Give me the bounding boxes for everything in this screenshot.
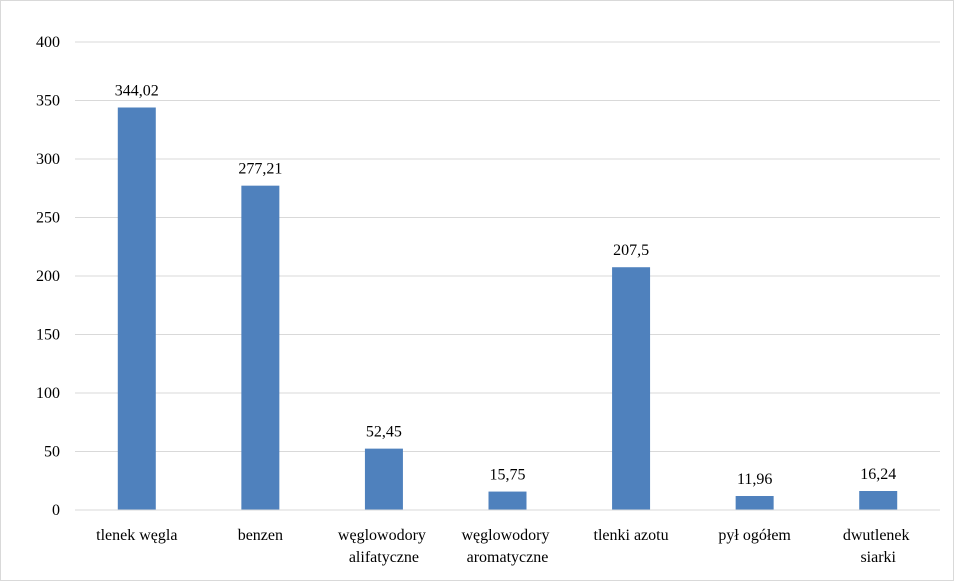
y-tick-label: 250: [36, 210, 60, 227]
data-label: 11,96: [737, 471, 772, 488]
y-tick-label: 100: [36, 385, 60, 402]
data-label: 277,21: [238, 161, 282, 178]
data-label: 16,24: [860, 466, 896, 483]
bar: [735, 496, 774, 510]
bar: [612, 267, 651, 510]
data-label: 52,45: [366, 424, 402, 441]
bar: [241, 185, 280, 510]
x-tick-label: węglowodory aromatyczne: [462, 527, 554, 566]
y-tick-label: 200: [36, 268, 60, 285]
y-tick-label: 400: [36, 34, 60, 51]
bar: [488, 491, 527, 510]
y-tick-label: 150: [36, 327, 60, 344]
x-tick-label: węglowodory alifatyczne: [338, 527, 430, 566]
x-tick-label: benzen: [238, 527, 283, 544]
x-tick-label: tlenki azotu: [594, 527, 669, 544]
y-tick-label: 0: [52, 502, 60, 519]
bar: [859, 490, 898, 510]
x-tick-label: pył ogółem: [718, 527, 791, 544]
bar: [364, 448, 403, 510]
x-tick-label: tlenek węgla: [96, 527, 177, 544]
data-label: 344,02: [115, 82, 159, 99]
y-tick-label: 350: [36, 93, 60, 110]
bar: [117, 107, 156, 511]
y-tick-label: 50: [44, 444, 60, 461]
x-tick-label: dwutlenek siarki: [843, 527, 914, 566]
data-label: 207,5: [613, 242, 649, 259]
y-tick-label: 300: [36, 151, 60, 168]
data-label: 15,75: [490, 467, 526, 484]
